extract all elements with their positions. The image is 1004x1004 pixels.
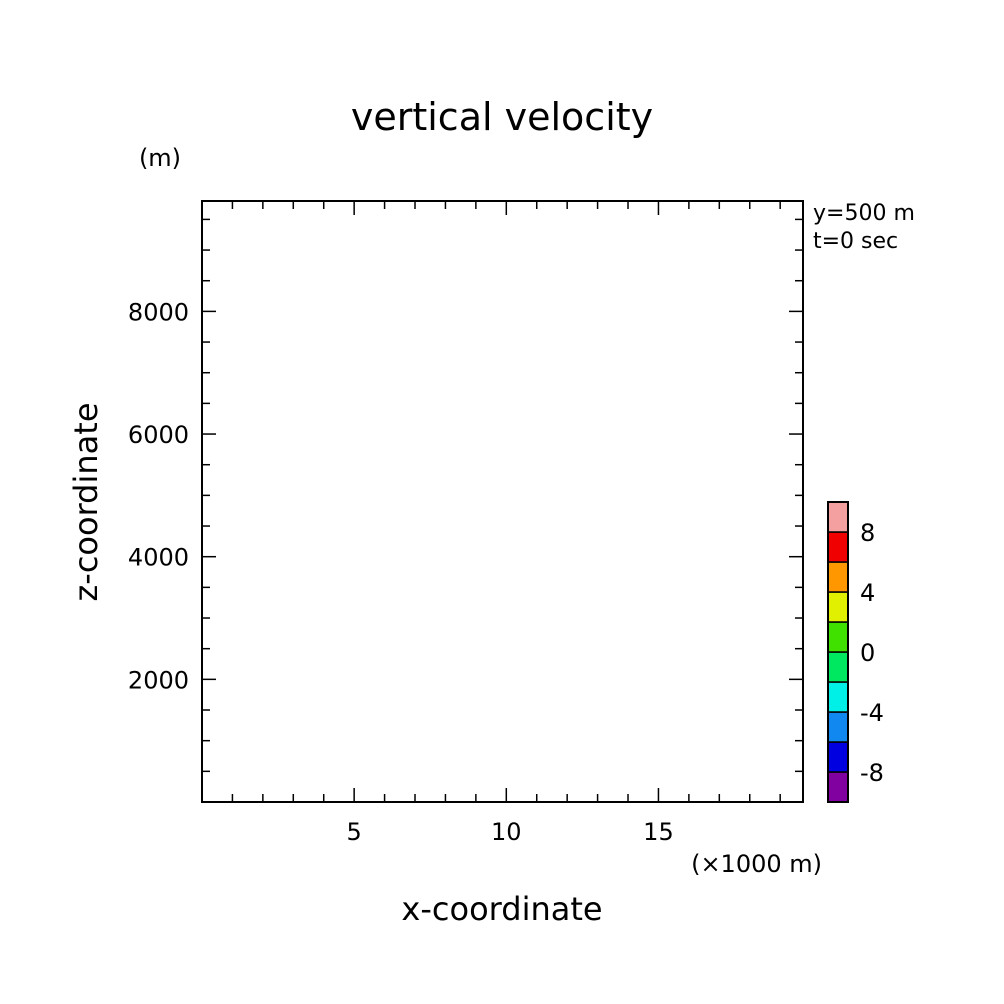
colorbar-segment [827, 771, 849, 803]
colorbar-label: 8 [860, 519, 875, 547]
colorbar-labels: -8 -4 0 4 8 [860, 519, 884, 787]
x-axis-label: x-coordinate [401, 890, 602, 928]
colorbar-segment [827, 621, 849, 653]
colorbar [827, 501, 849, 803]
x-axis-tick-labels: 5 10 15 [347, 818, 674, 846]
colorbar-label: -8 [860, 759, 884, 787]
x-axis-ticks [231, 201, 781, 802]
colorbar-segment [827, 501, 849, 533]
x-unit-label: (×1000 m) [691, 850, 822, 878]
colorbar-segment [827, 531, 849, 563]
colorbar-label: 0 [860, 639, 875, 667]
colorbar-segment [827, 741, 849, 773]
y-axis-ticks [202, 218, 803, 773]
y-tick-label: 2000 [128, 666, 189, 694]
colorbar-segment [827, 561, 849, 593]
x-tick-label: 5 [347, 818, 362, 846]
colorbar-label: 4 [860, 579, 875, 607]
y-tick-label: 8000 [128, 298, 189, 326]
y-tick-label: 6000 [128, 421, 189, 449]
y-axis-tick-labels: 2000 4000 6000 8000 [128, 298, 189, 694]
colorbar-segment [827, 651, 849, 683]
annotation-y-position: y=500 m [813, 201, 915, 226]
colorbar-segment [827, 681, 849, 713]
colorbar-segment [827, 711, 849, 743]
colorbar-label: -4 [860, 699, 884, 727]
colorbar-segment [827, 591, 849, 623]
x-tick-label: 15 [643, 818, 674, 846]
x-tick-label: 10 [491, 818, 522, 846]
chart-title: vertical velocity [351, 95, 653, 139]
y-tick-label: 4000 [128, 544, 189, 572]
annotation-time: t=0 sec [813, 229, 898, 254]
plot-area [201, 200, 804, 803]
colorbar-frame [827, 501, 849, 803]
y-unit-label: (m) [139, 144, 181, 172]
y-axis-label: z-coordinate [67, 402, 105, 601]
